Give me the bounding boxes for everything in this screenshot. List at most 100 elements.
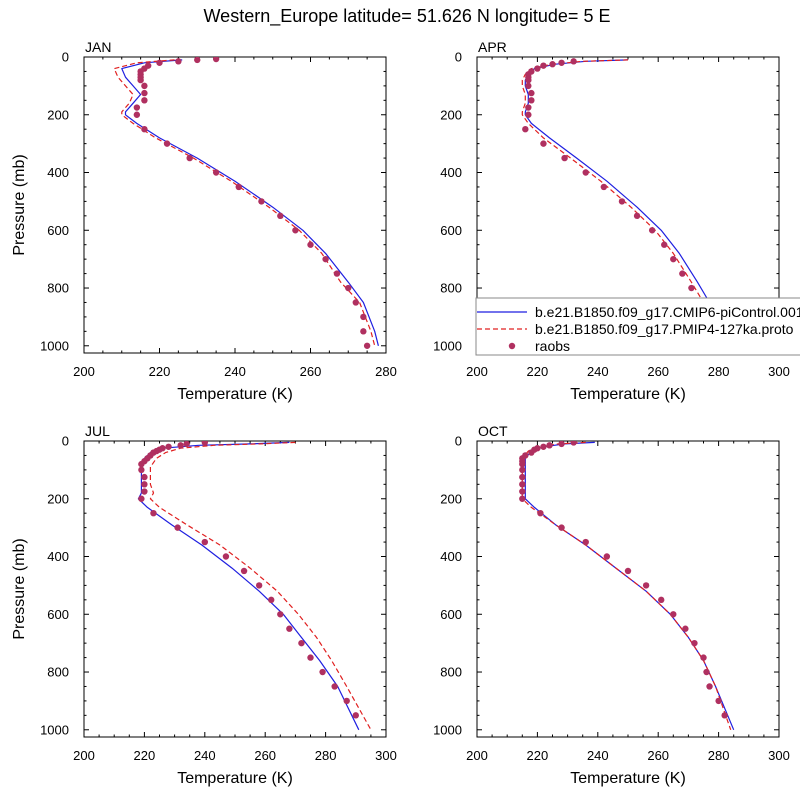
x-axis-label: Temperature (K): [570, 386, 686, 403]
raobs-point: [141, 97, 148, 104]
y-tick-label: 400: [440, 549, 462, 564]
y-tick-label: 1000: [40, 722, 69, 737]
panel-label: JUL: [85, 423, 110, 439]
raobs-point: [150, 509, 157, 517]
y-tick-label: 600: [440, 223, 462, 238]
pmip4-127ka-line: [149, 441, 372, 731]
raobs-point: [352, 712, 359, 719]
raobs-point: [133, 111, 141, 118]
raobs-point: [292, 227, 299, 234]
y-tick-label: 200: [440, 491, 462, 506]
x-tick-label: 220: [134, 748, 156, 763]
x-tick-label: 300: [768, 364, 790, 379]
x-axis-label: Temperature (K): [177, 386, 293, 403]
raobs-point: [519, 488, 526, 495]
x-tick-label: 260: [647, 748, 669, 763]
x-tick-label: 240: [587, 364, 609, 379]
raobs-point: [537, 509, 544, 517]
raobs-point: [286, 625, 293, 632]
raobs-point: [721, 712, 728, 719]
panel-label: JAN: [85, 39, 111, 55]
y-tick-label: 200: [47, 491, 69, 506]
y-tick-label: 400: [440, 165, 462, 180]
pmip4-127ka-line: [521, 441, 732, 730]
x-tick-label: 280: [708, 364, 730, 379]
raobs-point: [212, 57, 220, 63]
raobs-point: [700, 654, 707, 661]
x-tick-label: 300: [768, 748, 790, 763]
raobs-point: [183, 441, 190, 448]
y-axis-label: Pressure (mb): [11, 154, 28, 255]
plot-frame: [83, 56, 387, 354]
raobs-point: [715, 697, 722, 705]
raobs-markers: [522, 58, 722, 335]
plot-area: [113, 57, 379, 349]
raobs-point: [679, 270, 686, 277]
raobs-point: [235, 183, 242, 191]
panel-oct: 200 220 240 260 280 300 0 200 400 600 800 1000 OCT Te…: [433, 423, 790, 787]
panel-label: APR: [478, 39, 507, 55]
raobs-point: [307, 241, 314, 248]
raobs-point: [703, 668, 710, 676]
pmip4-127ka-line: [113, 59, 376, 346]
raobs-point: [138, 495, 145, 502]
raobs-point: [277, 212, 284, 220]
raobs-point: [333, 270, 341, 277]
x-tick-label: 280: [375, 364, 397, 379]
y-tick-label: 200: [440, 107, 462, 122]
raobs-point: [658, 596, 665, 604]
y-tick-label: 1000: [40, 338, 69, 353]
raobs-point: [558, 441, 565, 448]
x-axis-label: Temperature (K): [570, 770, 686, 787]
raobs-point: [519, 460, 526, 468]
x-tick-label: 200: [73, 364, 95, 379]
raobs-point: [201, 538, 208, 546]
raobs-point: [688, 284, 695, 292]
y-tick-label: 400: [47, 165, 69, 180]
raobs-point: [163, 140, 171, 147]
raobs-point: [525, 104, 532, 111]
panel-label: OCT: [478, 423, 508, 439]
raobs-point: [582, 169, 589, 176]
x-tick-label: 240: [194, 748, 216, 763]
y-tick-label: 0: [455, 50, 462, 65]
y-tick-label: 600: [440, 607, 462, 622]
y-tick-label: 0: [455, 434, 462, 449]
raobs-point: [528, 89, 535, 97]
raobs-point: [618, 198, 626, 205]
legend-label: b.e21.B1850.f09_g17.PMIP4-127ka.proto: [535, 321, 794, 337]
raobs-point: [141, 481, 148, 488]
x-tick-label: 260: [647, 364, 669, 379]
legend-label: raobs: [535, 338, 570, 354]
raobs-point: [137, 76, 144, 84]
raobs-point: [648, 227, 656, 234]
raobs-point: [298, 639, 305, 647]
y-tick-label: 800: [440, 281, 462, 296]
raobs-point: [322, 255, 329, 263]
raobs-point: [360, 313, 367, 321]
raobs-point: [706, 683, 713, 690]
x-tick-label: 200: [466, 364, 488, 379]
raobs-point: [546, 442, 553, 449]
y-tick-label: 1000: [433, 722, 462, 737]
figure-title: Western_Europe latitude= 51.626 N longit…: [204, 6, 611, 27]
x-tick-label: 260: [254, 748, 276, 763]
raobs-point: [519, 466, 526, 474]
raobs-point: [141, 82, 148, 90]
raobs-point: [141, 125, 148, 133]
raobs-point: [549, 61, 556, 68]
raobs-point: [194, 57, 201, 64]
raobs-point: [519, 481, 526, 488]
y-tick-label: 600: [47, 607, 69, 622]
raobs-point: [141, 488, 148, 495]
raobs-point: [682, 625, 689, 632]
raobs-point: [277, 611, 284, 618]
y-tick-label: 0: [62, 50, 69, 65]
y-axis-label: Pressure (mb): [11, 538, 28, 639]
raobs-point: [603, 553, 611, 560]
raobs-point: [363, 342, 371, 349]
piControl-line: [524, 441, 735, 731]
x-tick-label: 200: [466, 748, 488, 763]
raobs-point: [519, 473, 526, 481]
raobs-point: [540, 443, 547, 450]
